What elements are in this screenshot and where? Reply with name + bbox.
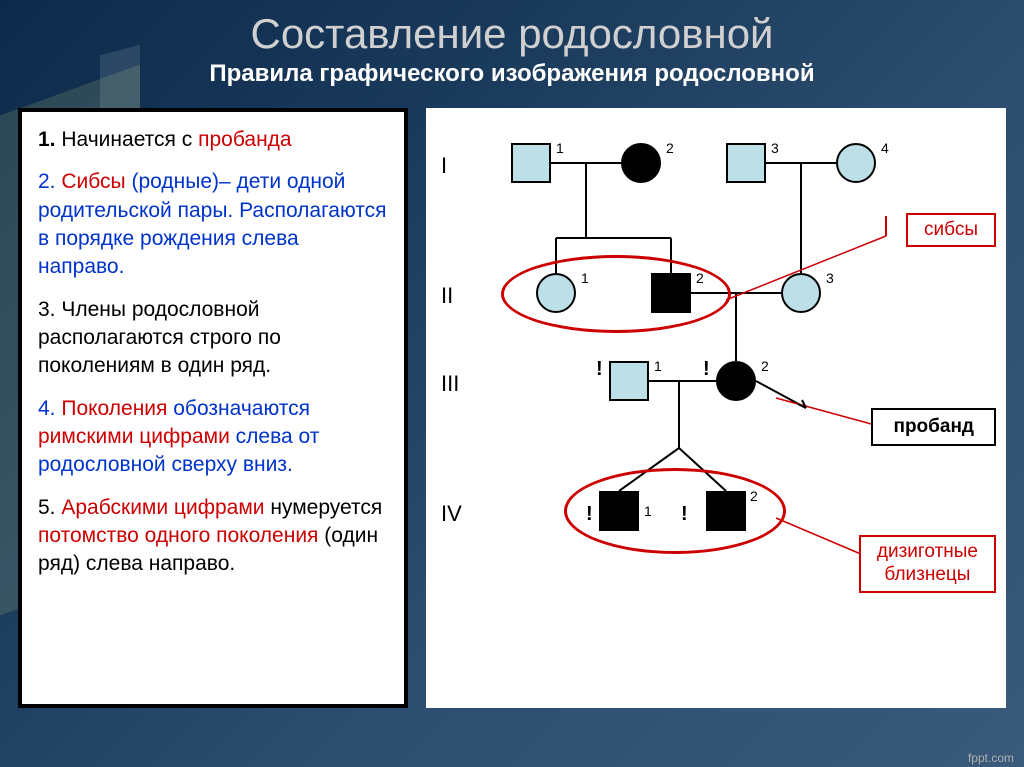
- node-number: 3: [826, 270, 834, 286]
- node-number: 1: [644, 503, 652, 519]
- node-number: 2: [696, 270, 704, 286]
- node-number: 3: [771, 140, 779, 156]
- rule-item: 4. Поколения обозначаются римскими цифра…: [38, 395, 388, 480]
- pedigree-diagram: IIIIIIIV12341231!2!1!2!сибсыпробанддизиг…: [426, 108, 1006, 708]
- node-number: 1: [556, 140, 564, 156]
- pedigree-node: [651, 273, 691, 313]
- generation-label: I: [441, 153, 447, 179]
- node-number: 4: [881, 140, 889, 156]
- page-title: Составление родословной: [0, 0, 1024, 58]
- highlight-oval: [564, 468, 786, 554]
- pedigree-node: [781, 273, 821, 313]
- generation-label: IV: [441, 501, 462, 527]
- label-sibsy: сибсы: [906, 213, 996, 247]
- node-number: 2: [666, 140, 674, 156]
- rule-item: 2. Сибсы (родные)– дети одной родительск…: [38, 168, 388, 281]
- label-proband: пробанд: [871, 408, 996, 446]
- pedigree-node: [836, 143, 876, 183]
- page-subtitle: Правила графического изображения родосло…: [0, 60, 1024, 88]
- generation-label: II: [441, 283, 453, 309]
- exclamation-mark: !: [703, 358, 710, 381]
- label-dizygotic: дизиготныеблизнецы: [859, 535, 996, 593]
- pedigree-node: [716, 361, 756, 401]
- node-number: 2: [761, 358, 769, 374]
- exclamation-mark: !: [596, 358, 603, 381]
- rule-item: 1. Начинается с пробанда: [38, 126, 388, 154]
- rule-item: 3. Члены родословной располагаются строг…: [38, 296, 388, 381]
- pedigree-node: [536, 273, 576, 313]
- pedigree-node: [511, 143, 551, 183]
- pedigree-node: [599, 491, 639, 531]
- rules-panel: 1. Начинается с пробанда 2. Сибсы (родные…: [18, 108, 408, 708]
- rule-item: 5. Арабскими цифрами нумеруется потомств…: [38, 494, 388, 579]
- footer-credit: fppt.com: [968, 751, 1014, 765]
- content-area: 1. Начинается с пробанда 2. Сибсы (родные…: [0, 108, 1024, 708]
- pedigree-node: [706, 491, 746, 531]
- node-number: 1: [581, 270, 589, 286]
- node-number: 1: [654, 358, 662, 374]
- generation-label: III: [441, 371, 459, 397]
- pedigree-node: [726, 143, 766, 183]
- exclamation-mark: !: [586, 503, 593, 526]
- exclamation-mark: !: [681, 503, 688, 526]
- node-number: 2: [750, 488, 758, 504]
- pedigree-node: [609, 361, 649, 401]
- pedigree-node: [621, 143, 661, 183]
